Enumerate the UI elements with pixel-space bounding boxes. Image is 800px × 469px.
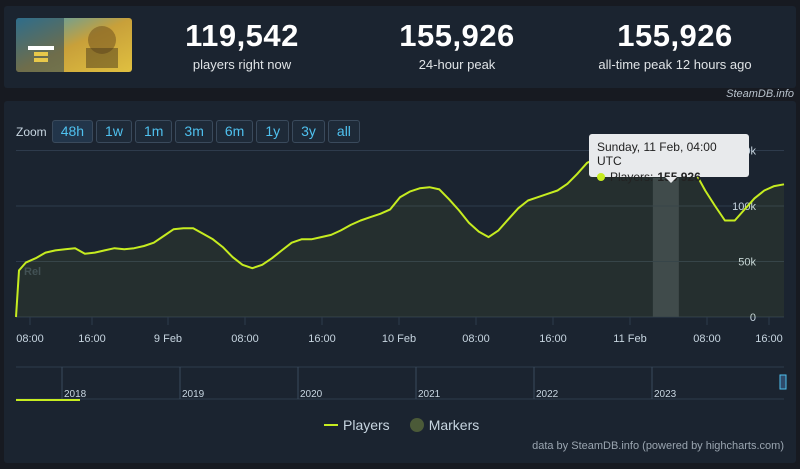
navigator-year-label: 2018 xyxy=(64,389,87,400)
x-tick-label: 9 Feb xyxy=(154,333,182,345)
series-area xyxy=(16,144,784,317)
x-tick-label: 16:00 xyxy=(755,333,783,345)
stat-24h-peak-value: 155,926 xyxy=(399,18,515,53)
chart-watermark: Rel xyxy=(24,266,41,278)
stat-alltime-peak-label: all-time peak 12 hours ago xyxy=(598,57,752,72)
powered-by[interactable]: data by SteamDB.info (powered by highcha… xyxy=(532,440,784,452)
stat-alltime-peak: 155,926 all-time peak 12 hours ago xyxy=(565,18,785,72)
x-tick-label: 08:00 xyxy=(231,333,259,345)
zoom-3m-button[interactable]: 3m xyxy=(175,120,213,143)
stat-current-label: players right now xyxy=(192,57,292,72)
tooltip-value: 155 926 xyxy=(657,170,701,184)
x-tick-label: 16:00 xyxy=(78,333,106,345)
x-tick-label: 16:00 xyxy=(308,333,336,345)
x-tick-label: 08:00 xyxy=(16,333,44,345)
chart-tooltip: Sunday, 11 Feb, 04:00 UTC Players: 155 9… xyxy=(589,134,749,184)
navigator-year-label: 2021 xyxy=(418,389,441,400)
stat-24h-peak-label: 24-hour peak xyxy=(418,57,496,72)
stat-current: 119,542 players right now xyxy=(132,18,352,72)
zoom-1m-button[interactable]: 1m xyxy=(134,120,173,143)
game-logo[interactable] xyxy=(16,18,132,72)
navigator-handle xyxy=(779,374,787,390)
navigator-year-label: 2022 xyxy=(536,389,559,400)
chart-legend: Players Markers xyxy=(324,417,499,433)
x-tick-label: 10 Feb xyxy=(382,333,416,345)
navigator-year-label: 2023 xyxy=(654,389,677,400)
zoom-1y-button[interactable]: 1y xyxy=(256,120,290,143)
tooltip-date: Sunday, 11 Feb, 04:00 UTC xyxy=(597,140,717,168)
x-tick-label: 08:00 xyxy=(693,333,721,345)
tooltip-series-label: Players: xyxy=(610,170,654,184)
zoom-3y-button[interactable]: 3y xyxy=(292,120,325,143)
y-tick-label: 50k xyxy=(738,257,756,269)
zoom-1w-button[interactable]: 1w xyxy=(96,120,132,143)
stats-panel: 119,542 players right now 155,926 24-hou… xyxy=(4,6,796,88)
stat-current-value: 119,542 xyxy=(185,18,299,53)
legend-marker-icon xyxy=(409,418,424,432)
navigator-year-label: 2020 xyxy=(300,389,323,400)
navigator-year-label: 2019 xyxy=(182,389,205,400)
stat-24h-peak: 155,926 24-hour peak xyxy=(347,18,567,72)
y-tick-label: 0 xyxy=(750,312,756,324)
zoom-6m-button[interactable]: 6m xyxy=(215,120,254,143)
zoom-48h-button[interactable]: 48h xyxy=(51,120,94,143)
tooltip-series-dot xyxy=(597,173,605,181)
x-tick-label: 11 Feb xyxy=(613,333,646,345)
hover-band xyxy=(652,178,679,317)
legend-players-label: Players xyxy=(343,417,390,433)
legend-item-players[interactable]: Players xyxy=(324,417,390,433)
zoom-bar: Zoom 48h 1w 1m 3m 6m 1y 3y all xyxy=(16,120,363,143)
legend-markers-label: Markers xyxy=(428,417,480,433)
tooltip-row: Players: 155 926 xyxy=(597,170,741,184)
zoom-all-button[interactable]: all xyxy=(327,120,360,143)
zoom-label: Zoom xyxy=(16,124,47,139)
x-tick-label: 16:00 xyxy=(539,333,567,345)
stat-alltime-peak-value: 155,926 xyxy=(617,18,733,53)
legend-line-icon xyxy=(324,424,338,426)
x-tick-label: 08:00 xyxy=(462,333,490,345)
legend-item-markers[interactable]: Markers xyxy=(409,417,480,433)
steamdb-credit[interactable]: SteamDB.info xyxy=(726,88,794,100)
